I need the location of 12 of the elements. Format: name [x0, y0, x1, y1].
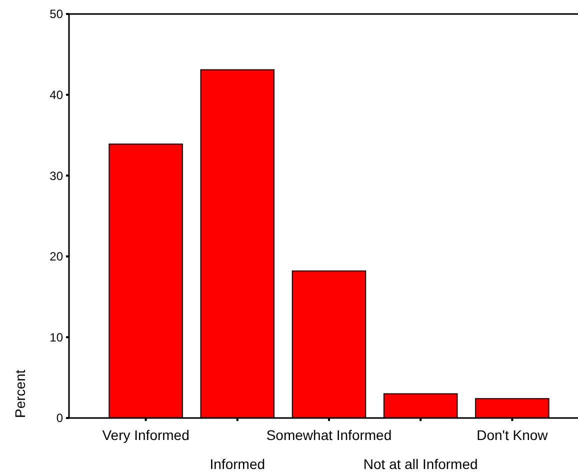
x-tick-label: Informed: [210, 456, 266, 472]
y-tick-label: 40: [50, 88, 64, 102]
y-tick-label: 10: [50, 330, 64, 344]
x-tick-label: Don't Know: [476, 427, 549, 443]
y-tick-label: 0: [56, 411, 64, 426]
x-tick-label: Not at all Informed: [363, 456, 478, 472]
x-tick-label: Very Informed: [102, 427, 190, 443]
y-axis-title: Percent: [12, 370, 28, 418]
y-tick-label: 50: [50, 7, 64, 22]
x-tick-label: Somewhat Informed: [266, 427, 392, 443]
y-tick-label: 30: [50, 168, 64, 183]
y-tick-label: 20: [50, 250, 64, 264]
